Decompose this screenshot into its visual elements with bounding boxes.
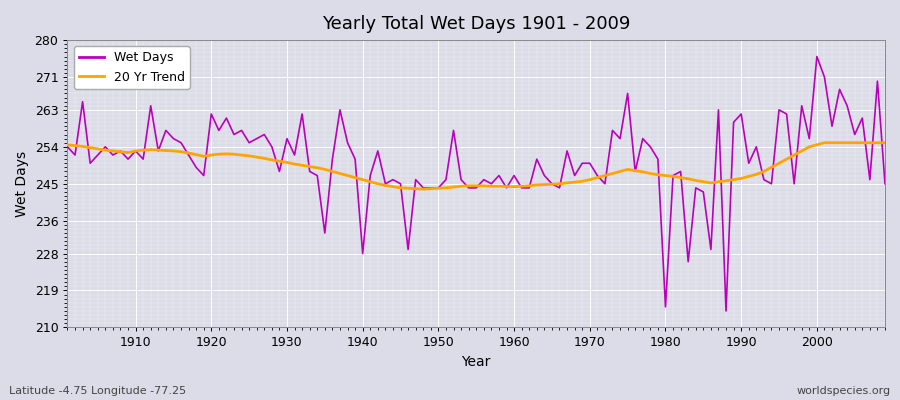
X-axis label: Year: Year (462, 355, 490, 369)
Legend: Wet Days, 20 Yr Trend: Wet Days, 20 Yr Trend (74, 46, 190, 89)
Title: Yearly Total Wet Days 1901 - 2009: Yearly Total Wet Days 1901 - 2009 (322, 15, 630, 33)
20 Yr Trend (879, 140, 890, 145)
Wet Days (508, 173, 519, 178)
20 Yr Trend (335, 171, 346, 176)
Text: worldspecies.org: worldspecies.org (796, 386, 891, 396)
Line: 20 Yr Trend: 20 Yr Trend (68, 143, 885, 189)
20 Yr Trend (517, 184, 527, 189)
Wet Days (879, 181, 890, 186)
Wet Days (501, 186, 512, 190)
Wet Days (122, 157, 133, 162)
Wet Days (335, 108, 346, 112)
Wet Days (62, 144, 73, 149)
Wet Days (721, 308, 732, 313)
Line: Wet Days: Wet Days (68, 56, 885, 311)
Wet Days (812, 54, 823, 59)
20 Yr Trend (122, 150, 133, 155)
20 Yr Trend (289, 162, 300, 166)
20 Yr Trend (508, 184, 519, 189)
20 Yr Trend (418, 187, 428, 192)
Text: Latitude -4.75 Longitude -77.25: Latitude -4.75 Longitude -77.25 (9, 386, 186, 396)
20 Yr Trend (608, 171, 618, 176)
Y-axis label: Wet Days: Wet Days (15, 151, 29, 217)
20 Yr Trend (819, 140, 830, 145)
Wet Days (289, 153, 300, 158)
Wet Days (599, 181, 610, 186)
20 Yr Trend (62, 142, 73, 147)
